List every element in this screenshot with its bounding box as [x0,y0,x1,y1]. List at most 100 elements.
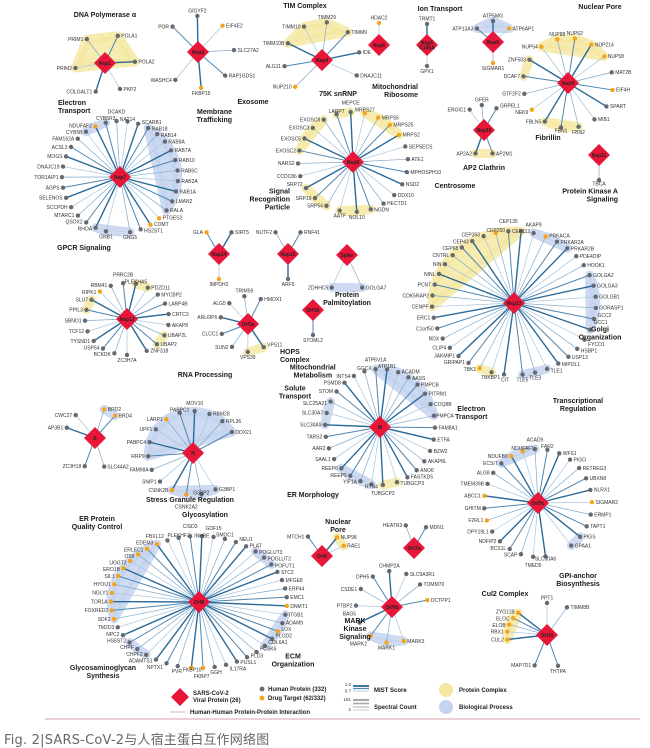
human-protein-node[interactable] [558,125,564,130]
human-protein-node[interactable] [242,294,247,299]
human-protein-node[interactable] [173,77,178,83]
human-protein-node[interactable] [231,47,237,53]
drug-target-node[interactable] [184,492,189,497]
viral-protein-diamond[interactable] [473,119,495,141]
drug-target-node[interactable] [284,603,290,609]
viral-protein-nsp6[interactable]: Nsp6 [482,31,504,53]
viral-protein-diamond[interactable] [311,49,333,71]
human-protein-node[interactable] [588,487,593,493]
drug-target-node[interactable] [164,417,169,422]
human-protein-node[interactable] [84,307,89,312]
human-protein-node[interactable] [521,74,526,79]
human-protein-node[interactable] [592,117,597,122]
human-protein-node[interactable] [497,539,503,544]
human-protein-node[interactable] [518,229,524,234]
human-protein-node[interactable] [297,148,302,153]
human-protein-node[interactable] [73,412,78,418]
human-protein-node[interactable] [298,230,303,235]
viral-protein-diamond[interactable] [503,292,525,314]
human-protein-node[interactable] [491,470,496,476]
human-protein-node[interactable] [261,555,267,560]
human-protein-node[interactable] [301,24,307,29]
viral-protein-diamond[interactable] [182,442,204,464]
human-protein-node[interactable] [146,125,151,131]
human-protein-node[interactable] [219,331,225,337]
human-protein-node[interactable] [326,446,332,451]
human-protein-node[interactable] [450,253,455,258]
drug-target-node[interactable] [97,289,103,294]
human-protein-node[interactable] [127,640,132,645]
drug-target-node[interactable] [275,629,281,634]
human-protein-node[interactable] [168,148,174,153]
human-protein-node[interactable] [212,664,217,670]
drug-target-node[interactable] [425,597,430,603]
human-protein-node[interactable] [149,467,154,472]
human-protein-node[interactable] [442,261,448,267]
human-protein-node[interactable] [543,554,548,559]
human-protein-node[interactable] [175,178,181,184]
human-protein-node[interactable] [166,311,171,317]
human-protein-node[interactable] [153,427,159,432]
human-protein-node[interactable] [354,73,359,78]
human-protein-node[interactable] [527,57,532,62]
viral-protein-nsp1[interactable]: Nsp1 [94,52,116,74]
drug-target-node[interactable] [376,115,381,120]
drug-target-node[interactable] [144,546,150,551]
human-protein-node[interactable] [154,342,160,347]
human-protein-node[interactable] [404,571,409,577]
human-protein-node[interactable] [574,253,579,259]
human-protein-node[interactable] [93,89,98,94]
viral-protein-orf10[interactable]: Orf10 [536,624,558,646]
drug-target-node[interactable] [520,448,525,454]
human-protein-node[interactable] [489,370,494,375]
viral-protein-diamond[interactable] [277,243,299,265]
drug-target-node[interactable] [111,616,117,622]
human-protein-node[interactable] [59,174,65,180]
human-protein-node[interactable] [532,370,538,375]
human-protein-node[interactable] [415,382,420,387]
human-protein-node[interactable] [91,338,96,344]
drug-target-node[interactable] [505,637,510,642]
human-protein-node[interactable] [63,195,69,201]
human-protein-node[interactable] [63,154,69,159]
human-protein-node[interactable] [582,337,587,342]
drug-target-node[interactable] [127,558,133,564]
viral-protein-diamond[interactable] [109,166,131,188]
human-protein-node[interactable] [423,525,429,530]
viral-protein-nsp9[interactable]: Nsp9 [557,72,579,94]
human-protein-node[interactable] [456,353,461,359]
human-protein-node[interactable] [555,663,561,668]
viral-protein-nsp14[interactable]: Nsp14 [208,243,230,265]
human-protein-node[interactable] [282,586,288,591]
human-protein-node[interactable] [593,305,599,311]
human-protein-node[interactable] [279,577,285,583]
human-protein-node[interactable] [353,603,359,608]
viral-protein-diamond[interactable] [527,492,549,514]
viral-protein-nsp7[interactable]: Nsp7 [109,166,131,188]
viral-protein-diamond[interactable] [536,624,558,646]
human-protein-node[interactable] [545,447,550,453]
drug-target-node[interactable] [602,54,607,59]
human-protein-node[interactable] [68,205,74,210]
human-protein-node[interactable] [581,263,586,268]
viral-protein-nsp8[interactable]: Nsp8 [342,151,364,173]
drug-target-node[interactable] [490,60,496,66]
human-protein-node[interactable] [162,333,167,338]
human-protein-node[interactable] [127,229,133,235]
human-protein-node[interactable] [103,120,108,125]
human-protein-node[interactable] [175,168,180,173]
human-protein-node[interactable] [144,348,149,353]
human-protein-node[interactable] [145,285,150,290]
human-protein-node[interactable] [115,33,120,39]
human-protein-node[interactable] [348,473,353,479]
human-protein-node[interactable] [280,620,285,626]
human-protein-node[interactable] [481,233,486,239]
drug-target-node[interactable] [112,413,118,418]
human-protein-node[interactable] [173,189,179,194]
human-protein-node[interactable] [584,524,589,529]
human-protein-node[interactable] [351,373,357,379]
drug-target-node[interactable] [154,541,160,547]
human-protein-node[interactable] [223,662,229,668]
drug-target-node[interactable] [539,44,544,49]
human-protein-node[interactable] [261,345,266,350]
